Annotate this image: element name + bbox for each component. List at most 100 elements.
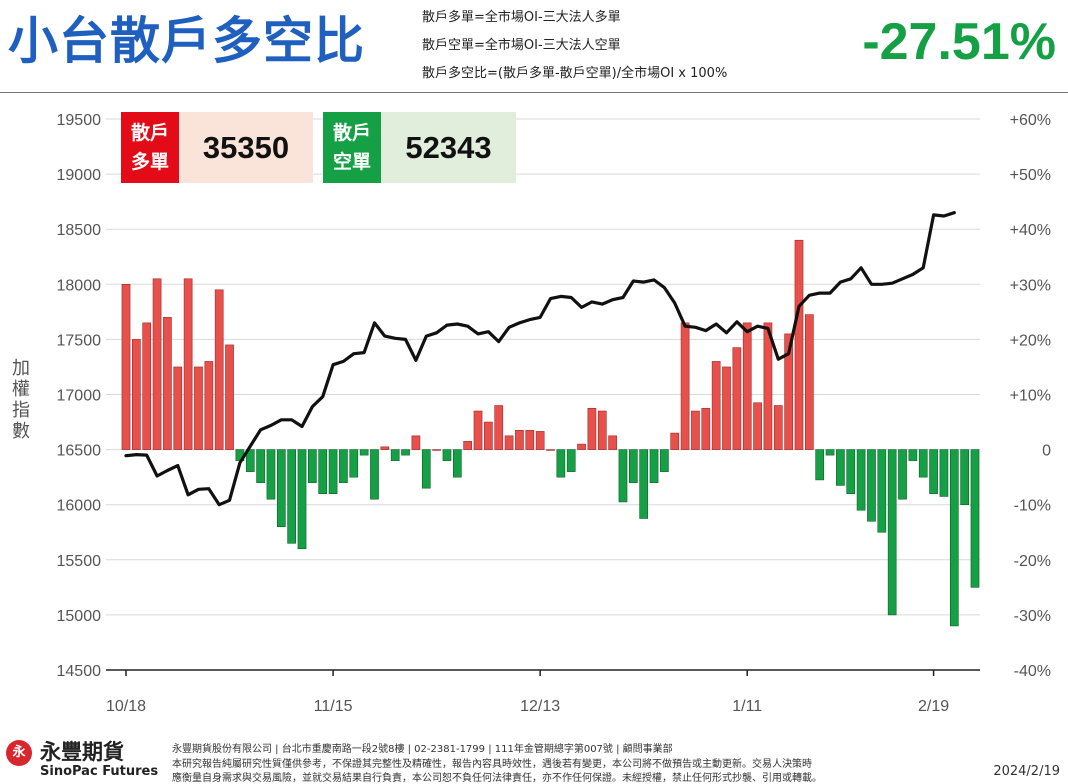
bar	[411, 435, 421, 450]
right-tick-label: +60%	[1010, 112, 1051, 129]
bar	[732, 347, 742, 450]
left-tick-label: 19500	[57, 112, 102, 129]
company-name-en: SinoPac Futures	[40, 764, 159, 779]
bar	[877, 449, 887, 533]
logo-icon: 永	[6, 740, 32, 766]
bar	[266, 449, 276, 500]
right-tick-label: 0	[1042, 443, 1051, 460]
bar	[836, 449, 845, 486]
bar	[970, 449, 980, 588]
bar	[452, 449, 462, 478]
x-tick-label: 1/11	[732, 698, 762, 715]
bar	[618, 449, 628, 503]
bar	[960, 449, 969, 506]
index-line	[124, 211, 956, 507]
bar	[649, 449, 659, 483]
company-name-cn: 永豐期貨	[40, 740, 124, 764]
long-tag-line1: 散戶	[130, 121, 169, 144]
long-tag-line2: 多單	[130, 150, 169, 173]
bar	[535, 431, 545, 450]
bar	[929, 449, 938, 494]
left-tick-label: 17500	[57, 332, 102, 349]
short-tag: 散戶 空單	[323, 112, 381, 183]
bar	[132, 339, 141, 450]
bar	[753, 402, 762, 450]
bar	[214, 289, 224, 450]
bar	[949, 449, 959, 627]
bar	[297, 449, 307, 550]
left-tick-label: 17000	[57, 388, 102, 405]
disclaimer-line-3: 應衡量自身需求與交易風險，並就交易結果自行負責，本公司恕不負任何法律責任，亦不作…	[172, 773, 822, 784]
bar	[784, 333, 793, 450]
bar	[794, 239, 804, 450]
bar	[308, 449, 317, 483]
bar	[401, 449, 410, 456]
bar	[628, 449, 638, 483]
bar	[566, 449, 576, 472]
bar	[152, 278, 162, 450]
bar	[225, 344, 234, 450]
bar	[390, 449, 400, 461]
bar	[825, 449, 835, 456]
bar	[887, 449, 897, 616]
bar	[173, 366, 183, 450]
left-tick-label: 14500	[57, 663, 102, 680]
bar	[204, 361, 214, 450]
right-tick-label: +40%	[1010, 222, 1051, 239]
bar	[670, 432, 680, 450]
short-value: 52343	[381, 112, 516, 183]
disclaimer-line-1: 永豐期貨股份有限公司 | 台北市重慶南路一段2號8樓 | 02-2381-179…	[172, 744, 673, 755]
bar	[349, 449, 359, 478]
bar	[339, 449, 348, 483]
bar	[515, 430, 524, 450]
y-axis-title: 加權指數	[12, 358, 30, 442]
grid	[106, 118, 980, 671]
formula-ratio: 散戶多空比=(散戶多單-散戶空單)/全市場OI x 100%	[422, 66, 728, 81]
line-series	[124, 211, 956, 507]
bar	[421, 449, 431, 489]
bar	[494, 405, 504, 450]
bar	[908, 449, 918, 461]
formula-long: 散戶多單=全市場OI-三大法人多單	[422, 10, 621, 25]
x-tick-label: 12/13	[520, 698, 560, 715]
bar	[691, 410, 700, 450]
long-value: 35350	[179, 112, 313, 183]
bar	[359, 449, 369, 456]
bar	[370, 449, 379, 500]
bar	[142, 322, 152, 450]
right-tick-label: -20%	[1014, 553, 1051, 570]
left-tick-label: 18500	[57, 222, 102, 239]
left-tick-label: 15500	[57, 553, 102, 570]
bar	[680, 322, 690, 450]
bar	[556, 449, 566, 478]
bar-series	[121, 239, 980, 627]
right-tick-label: -30%	[1014, 608, 1051, 625]
bar	[856, 449, 866, 511]
bar	[639, 449, 649, 519]
disclaimer-line-2: 本研究報告純屬研究性質僅供參考，不保證其完整性及精確性，報告內容具時效性，遇後若…	[172, 759, 812, 770]
x-tick-label: 10/18	[106, 698, 146, 715]
bar	[525, 430, 535, 450]
bar	[763, 322, 773, 450]
left-tick-label: 15000	[57, 608, 102, 625]
header-divider	[0, 92, 1068, 93]
formula-short: 散戶空單=全市場OI-三大法人空單	[422, 38, 621, 53]
bar	[380, 446, 390, 450]
bar	[711, 361, 721, 450]
bar	[597, 410, 607, 450]
bar	[918, 449, 928, 478]
bar	[898, 449, 907, 500]
bar	[163, 317, 172, 450]
bar	[245, 449, 255, 472]
bar	[773, 405, 783, 450]
short-box: 散戶 空單 52343	[323, 112, 516, 183]
long-box: 散戶 多單 35350	[121, 112, 313, 183]
bar	[722, 366, 731, 450]
bar	[504, 435, 514, 450]
x-tick-label: 2/19	[918, 698, 949, 715]
right-tick-label: +50%	[1010, 167, 1051, 184]
bar	[546, 449, 555, 451]
bar	[328, 449, 338, 494]
page-title: 小台散戶多空比	[8, 12, 365, 70]
bar	[742, 322, 752, 450]
